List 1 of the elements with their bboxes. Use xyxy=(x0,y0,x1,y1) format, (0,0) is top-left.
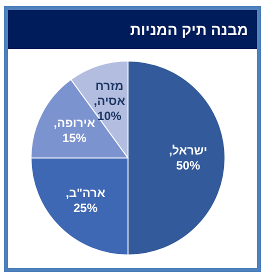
chart-title: מבנה תיק המניות xyxy=(130,22,248,39)
